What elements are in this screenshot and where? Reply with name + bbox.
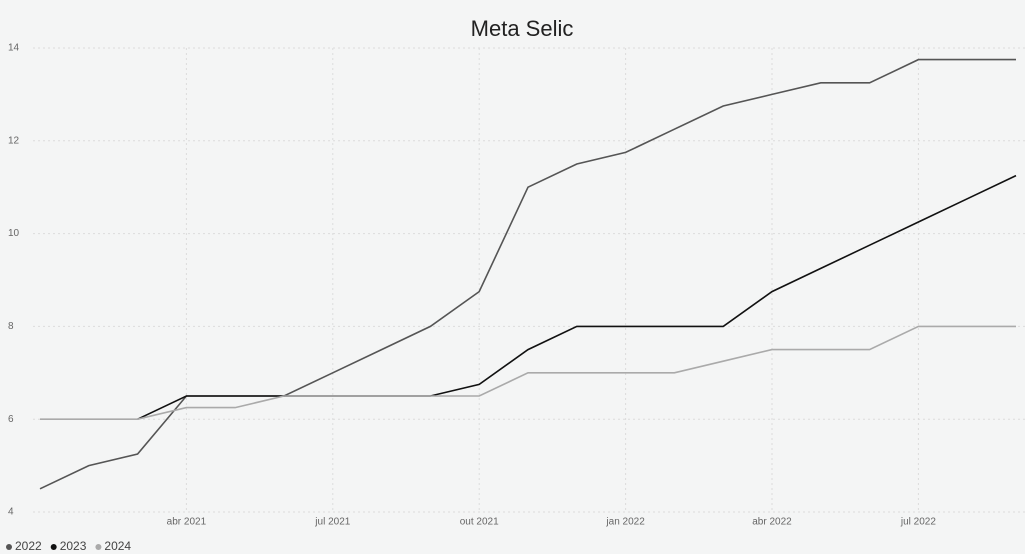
legend-marker [95, 544, 102, 550]
y-tick-label: 10 [8, 228, 20, 239]
x-tick-label: jul 2021 [314, 517, 350, 528]
x-tick-label: out 2021 [460, 517, 499, 528]
y-tick-label: 8 [8, 321, 14, 332]
legend-label: 2022 [15, 539, 42, 553]
y-tick-label: 12 [8, 135, 20, 146]
x-tick-label: jul 2022 [900, 517, 936, 528]
y-tick-label: 4 [8, 507, 14, 518]
legend-label: 2024 [104, 539, 131, 553]
legend-marker [50, 544, 57, 550]
x-tick-label: abr 2022 [752, 517, 792, 528]
chart-title: Meta Selic [471, 16, 574, 41]
x-tick-label: abr 2021 [167, 517, 207, 528]
x-tick-label: jan 2022 [605, 517, 645, 528]
y-tick-label: 6 [8, 414, 14, 425]
legend-label: 2023 [60, 539, 87, 553]
series-line [137, 174, 1017, 420]
series-line [40, 325, 1016, 420]
legend-marker [6, 544, 12, 550]
y-tick-label: 14 [8, 43, 20, 54]
